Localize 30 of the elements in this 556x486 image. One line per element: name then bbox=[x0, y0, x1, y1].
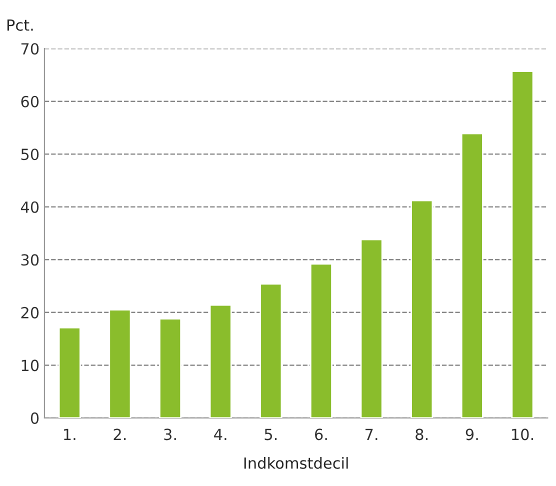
y-axis-title: Pct. bbox=[7, 20, 33, 31]
bar bbox=[159, 318, 182, 418]
bar bbox=[108, 309, 132, 418]
bar bbox=[460, 132, 484, 418]
bar bbox=[360, 238, 383, 418]
x-tick-label: 6. bbox=[315, 428, 327, 440]
y-tick-label: 60 bbox=[21, 96, 39, 108]
x-tick-label: 10. bbox=[512, 428, 533, 440]
bar bbox=[58, 327, 81, 418]
y-tick-label: 30 bbox=[21, 254, 39, 266]
x-tick-label: 9. bbox=[466, 428, 478, 440]
y-tick-label: 10 bbox=[22, 360, 39, 372]
x-tick-label: 4. bbox=[214, 428, 226, 440]
bar bbox=[209, 304, 232, 418]
y-tick-label: 70 bbox=[21, 43, 39, 55]
x-tick-label: 1. bbox=[64, 428, 76, 440]
x-tick-label: 7. bbox=[366, 428, 378, 440]
bar bbox=[511, 70, 534, 418]
y-tick-label: 20 bbox=[21, 306, 39, 318]
x-tick-label: 8. bbox=[416, 428, 428, 440]
x-tick-label: 2. bbox=[114, 428, 126, 440]
y-tick-label: 0 bbox=[30, 412, 39, 424]
bar bbox=[260, 283, 282, 418]
x-tick-label: 3. bbox=[164, 428, 176, 440]
x-axis-title: Indkomstdecil bbox=[244, 457, 348, 469]
y-tick-label: 50 bbox=[21, 148, 39, 160]
bar bbox=[410, 200, 434, 418]
y-tick-label: 40 bbox=[20, 201, 39, 213]
bar bbox=[310, 263, 332, 418]
x-tick-label: 5. bbox=[264, 428, 277, 440]
